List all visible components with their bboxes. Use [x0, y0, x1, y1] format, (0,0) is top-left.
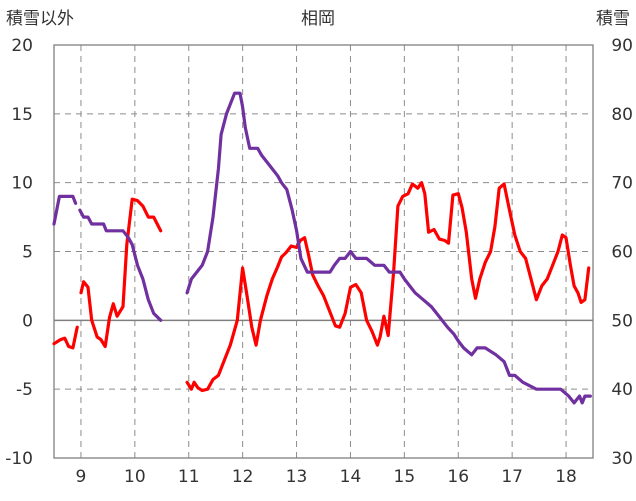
left-tick-label: 0 — [22, 311, 33, 331]
series-1-line — [79, 197, 163, 349]
series-2-line — [78, 208, 163, 322]
left-tick-label: 20 — [11, 36, 33, 56]
left-axis-label: 積雪以外 — [6, 9, 74, 29]
x-tick-label: 15 — [394, 467, 416, 487]
left-tick-label: 10 — [11, 174, 33, 194]
right-tick-label: 60 — [611, 243, 633, 263]
left-tick-label: 5 — [22, 243, 33, 263]
left-tick-label: -5 — [16, 380, 33, 400]
plot-area-border — [53, 44, 594, 459]
gridlines — [54, 45, 593, 458]
x-tick-label: 17 — [501, 467, 523, 487]
right-axis-ticks: 90 80 70 60 50 40 30 — [611, 36, 633, 469]
series-2-line — [52, 194, 78, 226]
right-tick-label: 90 — [611, 36, 633, 56]
x-tick-label: 14 — [340, 467, 362, 487]
right-axis-label: 積雪 — [596, 9, 630, 29]
x-tick-label: 13 — [286, 467, 308, 487]
series-2 — [52, 91, 592, 405]
x-tick-label: 10 — [124, 467, 146, 487]
series-1-line — [185, 181, 591, 393]
x-tick-label: 9 — [76, 467, 87, 487]
right-tick-label: 50 — [611, 311, 633, 331]
right-tick-label: 40 — [611, 380, 633, 400]
right-tick-label: 80 — [611, 105, 633, 125]
series-2-line — [185, 91, 592, 405]
right-tick-label: 70 — [611, 174, 633, 194]
x-tick-label: 18 — [555, 467, 577, 487]
left-tick-label: 15 — [11, 105, 33, 125]
x-tick-label: 16 — [447, 467, 469, 487]
series-1-line — [52, 325, 79, 350]
left-axis-ticks: 20 15 10 5 0 -5 -10 — [5, 36, 33, 469]
series-lines — [52, 91, 592, 405]
left-tick-label: -10 — [5, 449, 33, 469]
series-1 — [52, 181, 591, 393]
right-tick-label: 30 — [611, 449, 633, 469]
x-axis-ticks: 9 10 11 12 13 14 15 16 17 18 — [76, 467, 577, 487]
chart-title: 相岡 — [301, 9, 335, 29]
x-tick-label: 11 — [178, 467, 200, 487]
x-tick-label: 12 — [232, 467, 254, 487]
